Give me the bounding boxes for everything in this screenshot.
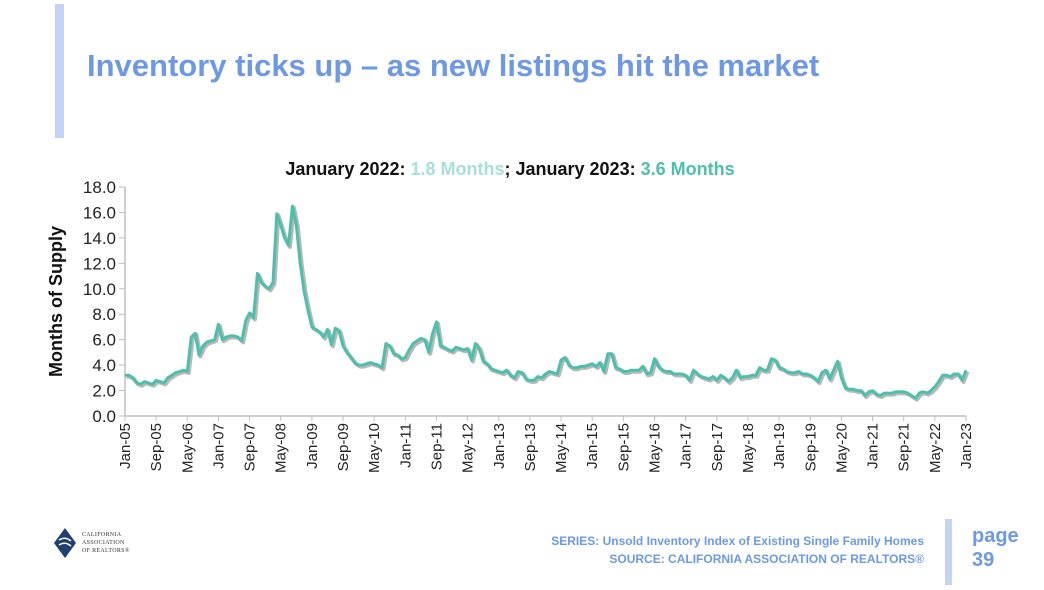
x-tick-label: Jan-07 xyxy=(210,423,227,469)
footer-series: SERIES: Unsold Inventory Index of Existi… xyxy=(551,534,924,548)
subtitle-value-2023: 3.6 Months xyxy=(640,159,735,179)
x-tick-label: May-18 xyxy=(740,423,757,473)
series-line-shadow xyxy=(126,205,970,402)
x-tick-label: Jan-09 xyxy=(304,423,321,469)
y-tick-label: 8.0 xyxy=(92,305,116,324)
x-tick-label: Jan-05 xyxy=(117,423,134,469)
subtitle-value-2022: 1.8 Months xyxy=(410,159,505,179)
logo-icon xyxy=(54,528,76,558)
slide-title: Inventory ticks up – as new listings hit… xyxy=(87,48,820,83)
x-tick-label: Jan-21 xyxy=(865,423,882,469)
y-tick-label: 4.0 xyxy=(92,356,116,375)
x-tick-label: May-12 xyxy=(460,423,477,473)
y-tick-label: 18.0 xyxy=(83,178,116,197)
x-tick-label: Jan-19 xyxy=(771,423,788,469)
y-tick-label: 14.0 xyxy=(83,229,116,248)
x-tick-label: May-14 xyxy=(553,423,570,473)
x-tick-label: May-10 xyxy=(366,423,383,473)
x-tick-label: Sep-19 xyxy=(802,423,819,471)
footer-accent-bar xyxy=(945,519,952,585)
x-tick-label: May-20 xyxy=(833,423,850,473)
subtitle-label-2022: January 2022: xyxy=(285,159,411,179)
x-tick-label: Sep-13 xyxy=(522,423,539,471)
y-tick-label: 0.0 xyxy=(92,407,116,426)
logo-line: CALIFORNIA xyxy=(82,532,122,538)
x-tick-label: May-22 xyxy=(927,423,944,473)
title-accent-bar xyxy=(55,4,64,138)
y-tick-label: 6.0 xyxy=(92,331,116,350)
x-tick-label: Sep-15 xyxy=(615,423,632,471)
page-number-value: 39 xyxy=(972,549,995,571)
page-number: page 39 xyxy=(972,524,1019,572)
x-tick-label: Sep-07 xyxy=(242,423,259,471)
y-tick-label: 16.0 xyxy=(83,203,116,222)
subtitle-label-2023: ; January 2023: xyxy=(504,159,641,179)
x-tick-label: Sep-21 xyxy=(896,423,913,471)
x-tick-label: Sep-11 xyxy=(428,423,445,470)
x-tick-label: May-06 xyxy=(179,423,196,473)
x-tick-label: May-16 xyxy=(647,423,664,473)
car-logo: CALIFORNIA ASSOCIATION OF REALTORS® xyxy=(54,528,130,558)
x-tick-label: Sep-17 xyxy=(709,423,726,471)
footer-source: SOURCE: CALIFORNIA ASSOCIATION OF REALTO… xyxy=(609,552,924,566)
logo-line: ASSOCIATION xyxy=(82,540,125,546)
page-label: page xyxy=(972,525,1019,547)
x-tick-label: May-08 xyxy=(273,423,290,473)
y-tick-label: 2.0 xyxy=(92,382,116,401)
series-line xyxy=(125,204,968,400)
footer-notes: SERIES: Unsold Inventory Index of Existi… xyxy=(551,532,924,568)
y-tick-label: 12.0 xyxy=(83,254,116,273)
logo-line: OF REALTORS® xyxy=(82,548,130,554)
y-axis-label: Months of Supply xyxy=(46,226,66,377)
x-tick-label: Sep-09 xyxy=(335,423,352,471)
x-tick-label: Jan-15 xyxy=(584,423,601,469)
x-tick-label: Sep-05 xyxy=(148,423,165,471)
x-tick-label: Jan-13 xyxy=(491,423,508,469)
chart-subtitle: January 2022: 1.8 Months; January 2023: … xyxy=(0,159,1020,180)
x-tick-label: Jan-17 xyxy=(678,423,695,469)
x-tick-label: Jan-23 xyxy=(958,423,975,469)
x-tick-label: Jan-11 xyxy=(397,423,414,468)
y-tick-label: 10.0 xyxy=(83,280,116,299)
